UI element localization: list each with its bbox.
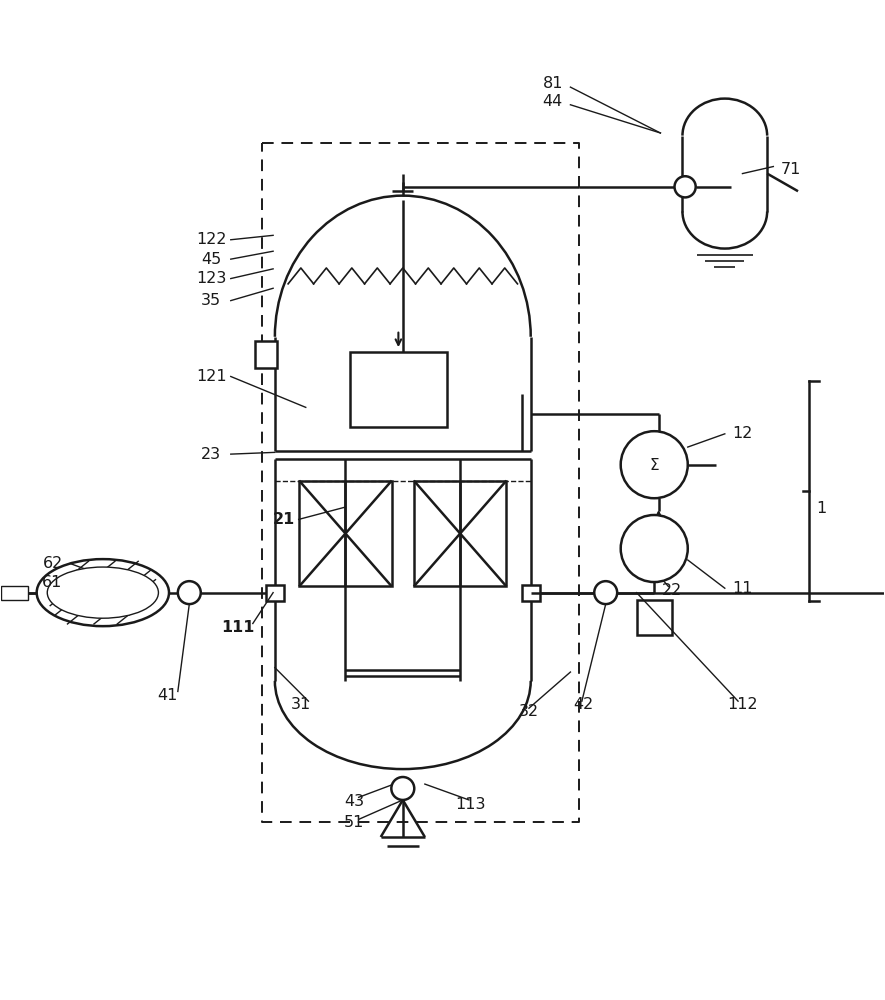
Circle shape [620, 515, 688, 582]
Text: 23: 23 [201, 447, 221, 462]
Text: 1: 1 [817, 501, 827, 516]
Text: 51: 51 [344, 815, 365, 830]
Text: 121: 121 [196, 369, 227, 384]
Text: 35: 35 [201, 293, 221, 308]
Text: 62: 62 [42, 556, 63, 571]
Text: 122: 122 [196, 232, 227, 247]
Circle shape [674, 176, 696, 197]
Circle shape [594, 581, 617, 604]
Bar [266, 585, 284, 601]
Circle shape [620, 431, 688, 498]
Text: 12: 12 [732, 426, 752, 441]
Circle shape [391, 777, 414, 800]
Bar [2, 586, 27, 600]
Bar [256, 341, 277, 368]
Text: 41: 41 [157, 688, 177, 703]
Text: 71: 71 [781, 162, 801, 177]
Text: 44: 44 [543, 94, 563, 109]
Text: 111: 111 [221, 620, 255, 635]
Text: 113: 113 [456, 797, 486, 812]
Text: 123: 123 [196, 271, 227, 286]
Text: 43: 43 [344, 794, 365, 809]
Circle shape [178, 581, 201, 604]
Text: 42: 42 [573, 697, 594, 712]
Text: 61: 61 [42, 575, 63, 590]
Text: 31: 31 [291, 697, 312, 712]
Bar [414, 481, 506, 586]
Bar [350, 352, 447, 427]
Ellipse shape [36, 559, 169, 626]
Bar [636, 600, 672, 635]
Text: 11: 11 [732, 581, 753, 596]
Bar [522, 585, 540, 601]
Text: 81: 81 [543, 76, 563, 91]
Text: 32: 32 [519, 704, 539, 719]
Text: 22: 22 [662, 583, 682, 598]
Text: 21: 21 [273, 512, 295, 527]
Bar [299, 481, 392, 586]
Text: 112: 112 [727, 697, 758, 712]
Text: $\Sigma$: $\Sigma$ [649, 457, 659, 473]
Ellipse shape [47, 567, 158, 618]
Text: 45: 45 [201, 252, 221, 267]
